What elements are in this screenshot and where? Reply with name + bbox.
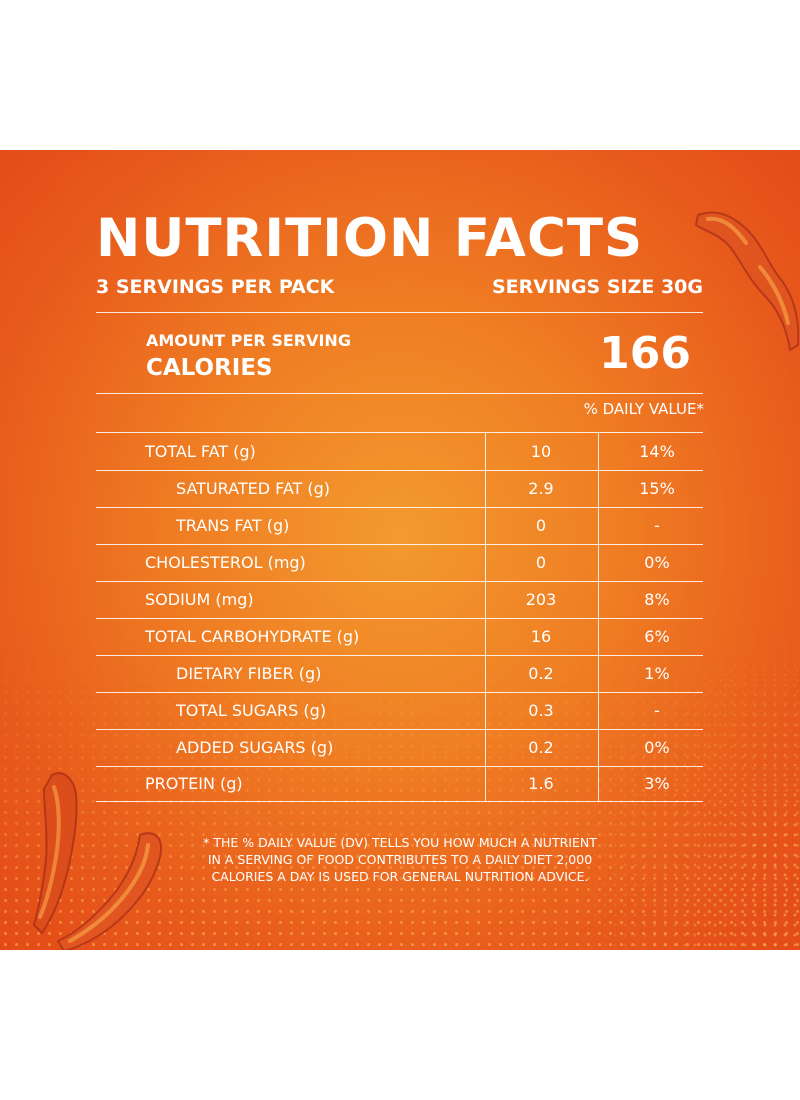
nutrient-row: SATURATED FAT (g) 2.9 15% (96, 470, 703, 507)
divider (96, 729, 703, 730)
nutrient-amount: 0.2 (528, 664, 554, 683)
nutrient-amount: 1.6 (528, 774, 554, 793)
divider (96, 581, 703, 582)
nutrient-name: SODIUM (mg) (145, 590, 254, 609)
daily-value-header: % DAILY VALUE* (583, 400, 704, 418)
nutrient-row: TOTAL FAT (g) 10 14% (96, 433, 703, 470)
nutrient-name: TRANS FAT (g) (176, 516, 290, 535)
nutrient-row: TOTAL CARBOHYDRATE (g) 16 6% (96, 618, 703, 655)
nutrient-row: PROTEIN (g) 1.6 3% (96, 765, 703, 802)
nutrient-name: DIETARY FIBER (g) (176, 664, 322, 683)
nutrient-row: SODIUM (mg) 203 8% (96, 581, 703, 618)
divider (96, 544, 703, 545)
nutrient-amount: 0.3 (528, 701, 554, 720)
snack-piece-icon (32, 772, 162, 950)
nutrient-amount: 0.2 (528, 738, 554, 757)
nutrient-row: TRANS FAT (g) 0 - (96, 507, 703, 544)
nutrient-daily-value: 15% (639, 479, 675, 498)
nutrient-amount: 203 (525, 590, 557, 609)
nutrient-amount: 16 (530, 627, 552, 646)
nutrient-daily-value: 0% (644, 738, 670, 757)
calories-label: CALORIES (146, 355, 273, 381)
snack-piece-icon (694, 211, 800, 352)
daily-value-footnote: * THE % DAILY VALUE (DV) TELLS YOU HOW M… (203, 835, 597, 884)
nutrient-daily-value: 0% (644, 553, 670, 572)
divider (96, 692, 703, 693)
serving-size: SERVINGS SIZE 30G (491, 276, 703, 298)
servings-per-pack: 3 SERVINGS PER PACK (96, 276, 335, 298)
divider (96, 655, 703, 656)
calories-value: 166 (599, 328, 691, 379)
divider (96, 766, 703, 767)
nutrient-daily-value: - (654, 701, 660, 720)
nutrient-daily-value: 1% (644, 664, 670, 683)
nutrient-amount: 0 (535, 516, 547, 535)
nutrient-name: SATURATED FAT (g) (176, 479, 331, 498)
nutrient-daily-value: 3% (644, 774, 670, 793)
nutrient-name: ADDED SUGARS (g) (176, 738, 334, 757)
nutrient-name: CHOLESTEROL (mg) (145, 553, 306, 572)
page-title: NUTRITION FACTS (96, 208, 644, 269)
divider (96, 801, 703, 802)
divider (96, 618, 703, 619)
nutrient-daily-value: 8% (644, 590, 670, 609)
nutrient-daily-value: 14% (639, 442, 675, 461)
nutrient-name: TOTAL CARBOHYDRATE (g) (145, 627, 360, 646)
divider (96, 432, 703, 433)
divider (96, 470, 703, 471)
nutrient-daily-value: 6% (644, 627, 670, 646)
nutrient-row: CHOLESTEROL (mg) 0 0% (96, 544, 703, 581)
nutrient-name: TOTAL SUGARS (g) (176, 701, 327, 720)
column-divider (598, 433, 599, 801)
nutrient-row: DIETARY FIBER (g) 0.2 1% (96, 655, 703, 692)
nutrient-name: PROTEIN (g) (145, 774, 243, 793)
nutrition-panel: NUTRITION FACTS 3 SERVINGS PER PACK SERV… (0, 150, 800, 950)
amount-per-serving-label: AMOUNT PER SERVING (146, 331, 351, 350)
nutrient-amount: 10 (530, 442, 552, 461)
divider (96, 393, 703, 394)
halftone-dots-decoration-right (560, 620, 800, 950)
divider (96, 312, 703, 313)
nutrient-amount: 0 (535, 553, 547, 572)
nutrient-row: ADDED SUGARS (g) 0.2 0% (96, 729, 703, 766)
nutrient-row: TOTAL SUGARS (g) 0.3 - (96, 692, 703, 729)
nutrient-daily-value: - (654, 516, 660, 535)
divider (96, 507, 703, 508)
nutrient-name: TOTAL FAT (g) (145, 442, 256, 461)
column-divider (485, 433, 486, 801)
nutrient-amount: 2.9 (528, 479, 554, 498)
